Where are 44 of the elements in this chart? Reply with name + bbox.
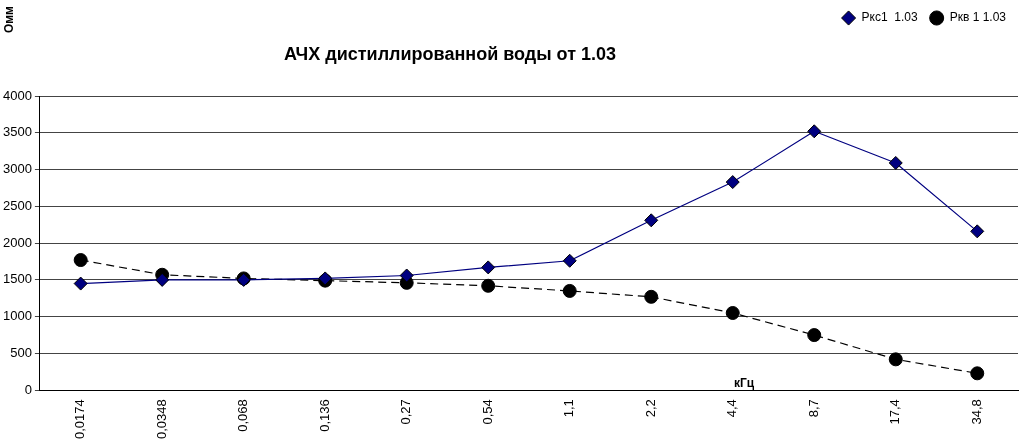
- x-tick-label: 17,4: [887, 399, 903, 425]
- point: [73, 253, 88, 268]
- point: [73, 276, 88, 291]
- x-tick-label: 8,7: [805, 399, 821, 418]
- point: [644, 213, 659, 228]
- point: [807, 124, 822, 139]
- x-tick-label: 0,27: [398, 399, 414, 425]
- point: [888, 155, 903, 170]
- point: [725, 306, 740, 320]
- legend-label: Ркс1 1.03: [861, 10, 918, 25]
- point: [807, 328, 822, 343]
- x-tick-label: 1,1: [561, 399, 577, 418]
- point: [725, 175, 740, 190]
- point: [888, 352, 903, 367]
- y-axis-title: Омм: [2, 6, 16, 34]
- point: [155, 272, 170, 287]
- chart-title: АЧХ дистиллированной воды от 1.03: [283, 44, 617, 65]
- y-tick-label: 3000: [3, 161, 32, 177]
- point: [970, 224, 985, 239]
- y-tick-label: 500: [10, 345, 32, 361]
- point: [481, 260, 496, 275]
- point: [399, 268, 414, 283]
- x-tick-label: 0,068: [235, 399, 251, 432]
- y-tick-label: 3500: [3, 124, 32, 140]
- x-tick-label: 0,54: [479, 399, 495, 425]
- y-tick-label: 2000: [3, 234, 32, 250]
- y-tick-label: 1000: [3, 308, 32, 324]
- legend-label: Ркв 1 1.03: [949, 10, 1007, 25]
- point: [562, 253, 577, 268]
- point: [970, 366, 985, 381]
- x-tick-label: 4,4: [724, 399, 740, 418]
- x-tick-label: 2,2: [642, 399, 658, 418]
- y-tick-label: 1500: [3, 271, 32, 287]
- x-tick-label: 0,136: [316, 399, 332, 432]
- y-tick-label: 4000: [3, 87, 32, 103]
- x-tick-label: 0,0174: [72, 399, 88, 439]
- y-tick-label: 2500: [3, 197, 32, 213]
- x-tick-label: 34,8: [968, 399, 984, 425]
- x-tick-label: 0,0348: [153, 399, 169, 439]
- point: [644, 289, 659, 304]
- y-tick-label: 0: [24, 381, 32, 397]
- point: [481, 278, 496, 293]
- point: [562, 283, 577, 298]
- x-axis-title: кГц: [734, 375, 755, 390]
